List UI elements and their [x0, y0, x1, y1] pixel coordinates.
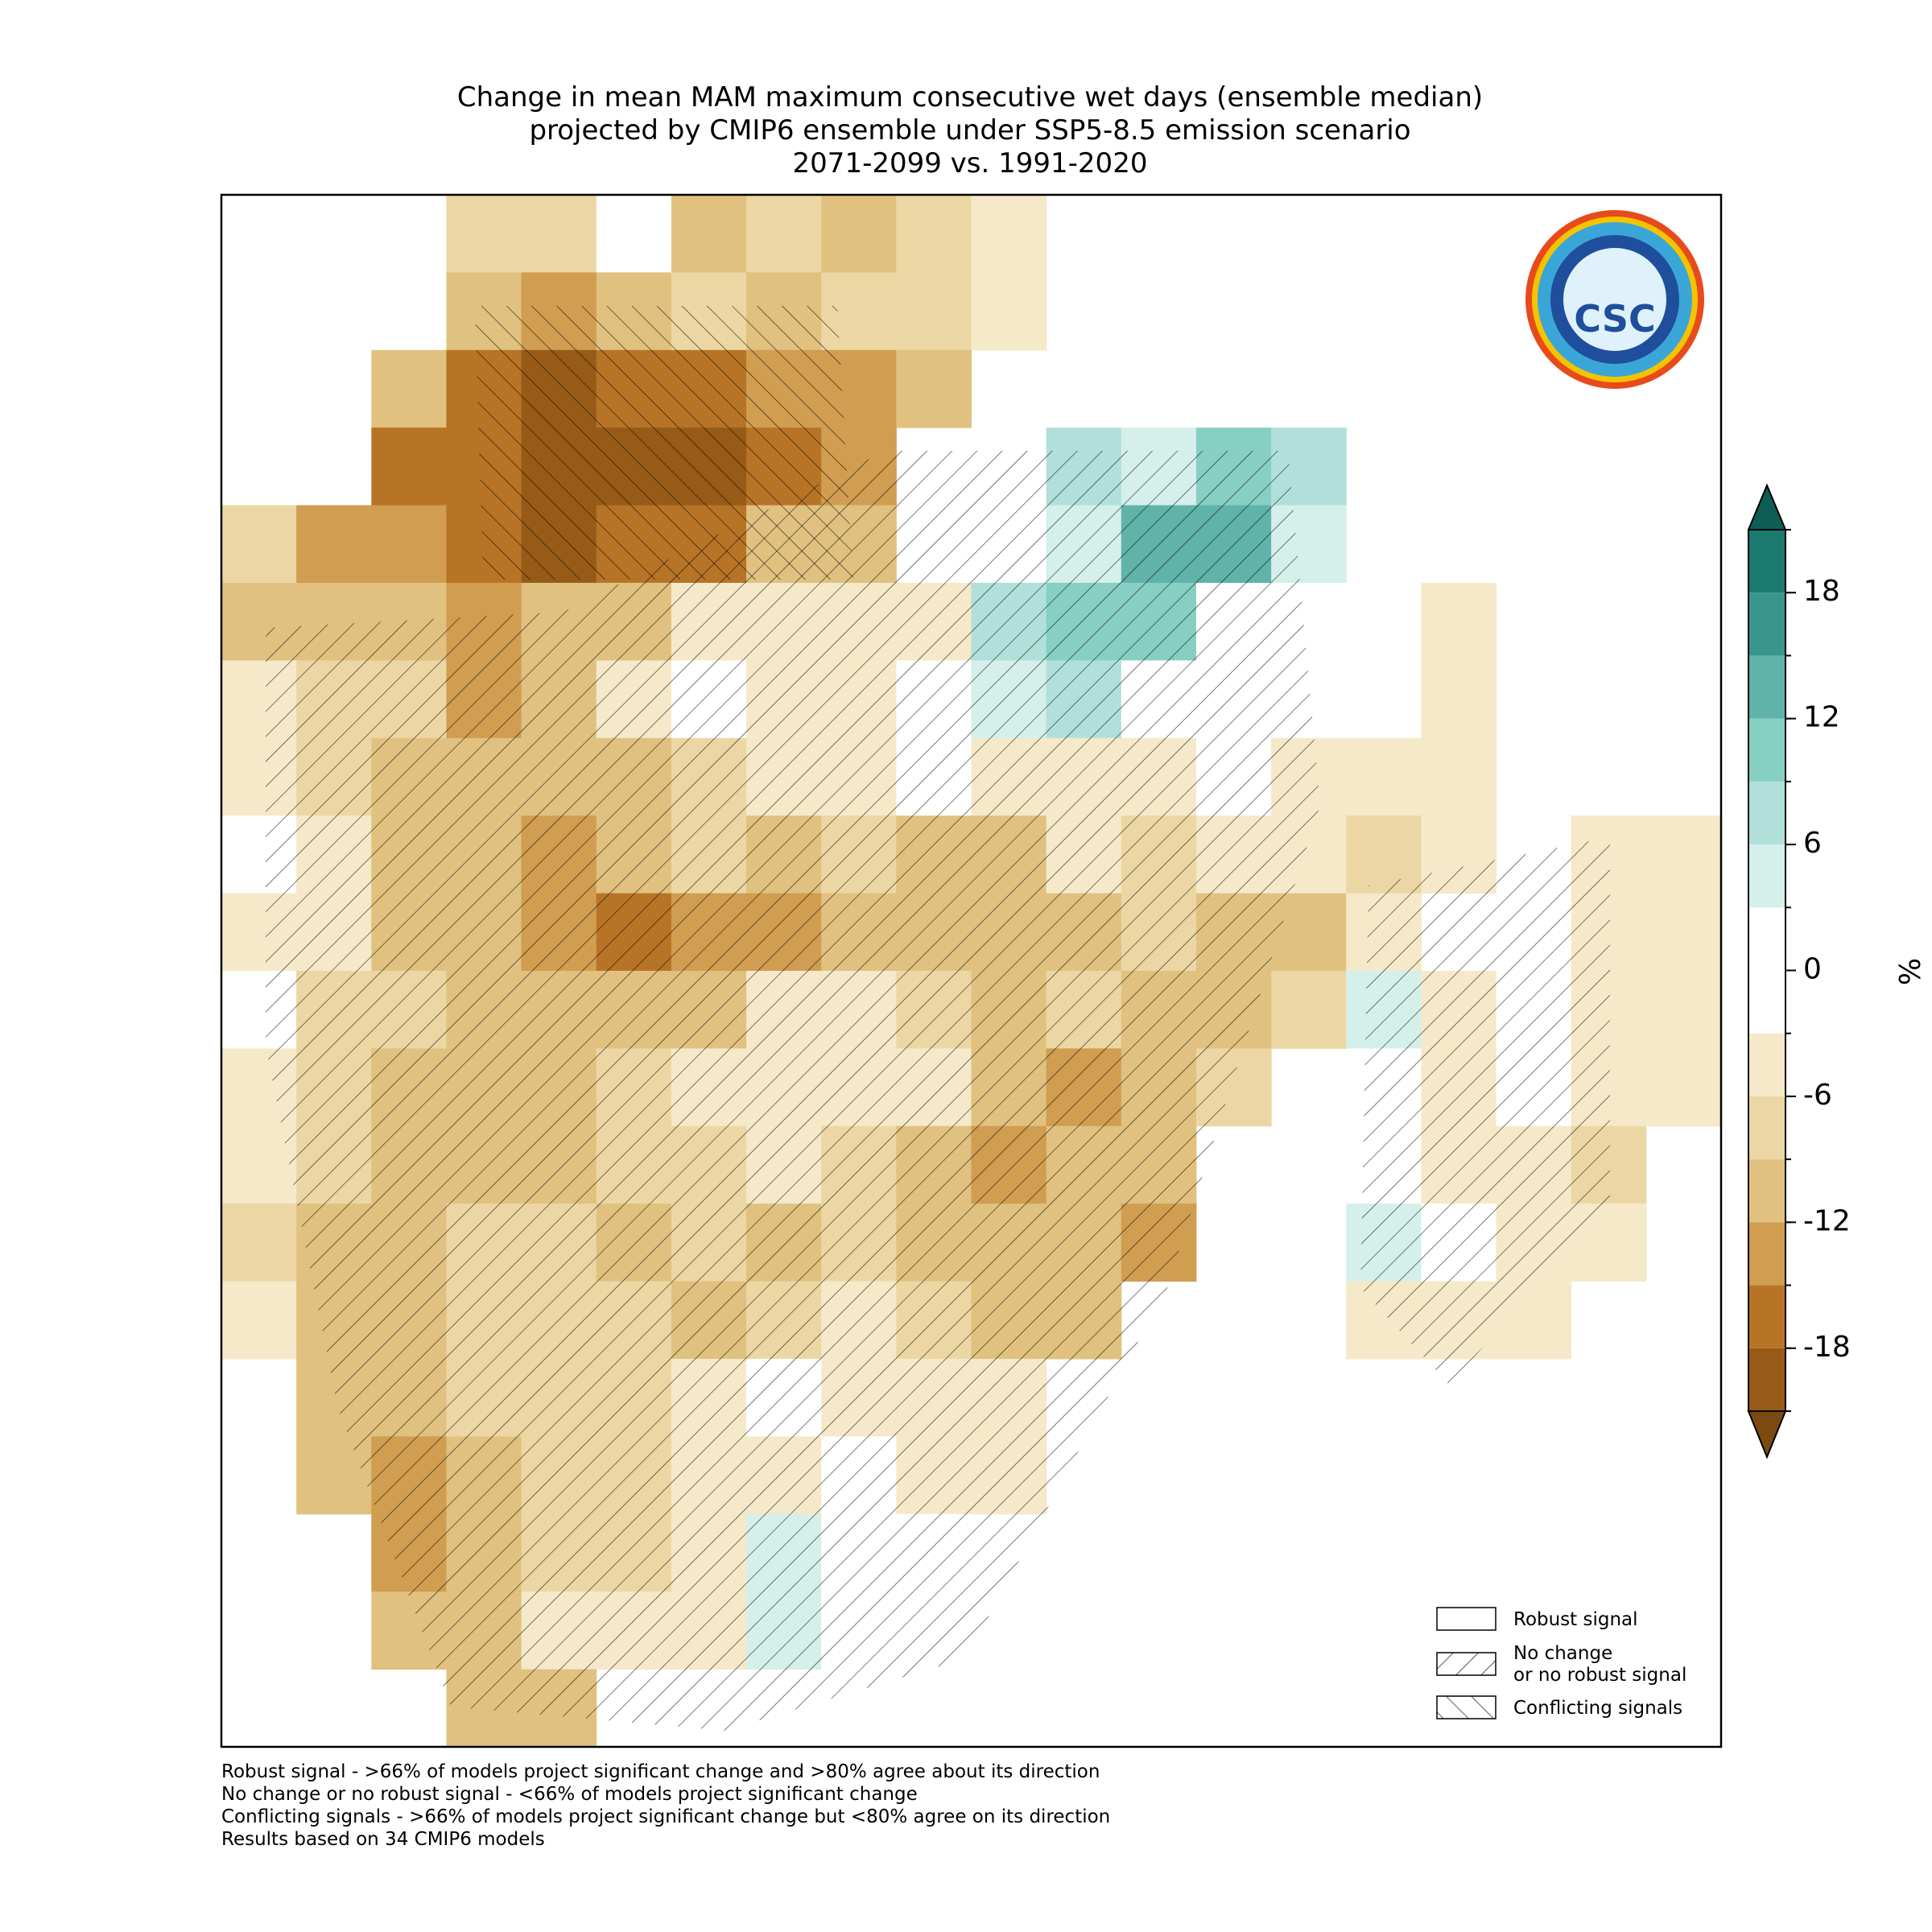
colorbar-bin [1748, 1222, 1785, 1286]
colorbar-bin [1748, 907, 1785, 971]
title-line: 2071-2099 vs. 1991-2020 [793, 147, 1148, 180]
colorbar-over [1747, 483, 1787, 530]
grid-cell [1645, 1048, 1721, 1127]
grid-cell [1421, 737, 1497, 816]
colorbar-bin [1748, 592, 1785, 656]
map-frame [220, 193, 1723, 1748]
title-line: Change in mean MAM maximum consecutive w… [457, 81, 1483, 114]
footnote: No change or no robust signal - <66% of … [221, 1784, 918, 1805]
footnote: Conflicting signals - >66% of models pro… [221, 1806, 1110, 1827]
logo: CSC [1525, 210, 1704, 389]
footnote: Robust signal - >66% of models project s… [221, 1761, 1100, 1782]
grid-cell [896, 349, 972, 428]
grid-cell [1421, 660, 1497, 739]
grid-cell [296, 505, 372, 584]
colorbar-tick-label: -18 [1803, 1331, 1851, 1364]
colorbar-label: % [1894, 958, 1927, 985]
hatching [266, 306, 1610, 1731]
grid-cell [596, 195, 672, 273]
colorbar-bin [1748, 1159, 1785, 1223]
colorbar-bin [1748, 844, 1785, 908]
grid-cell [746, 195, 822, 273]
colorbar-bin [1748, 718, 1785, 782]
grid-cell [221, 1203, 297, 1282]
colorbar-bin [1748, 1348, 1785, 1411]
colorbar-tick-label: 12 [1803, 701, 1840, 734]
colorbar-bin [1748, 1285, 1785, 1348]
colorbar-tick-label: 18 [1803, 575, 1840, 608]
grid-cell [221, 505, 297, 584]
legend-label: Conflicting signals [1513, 1698, 1682, 1719]
colorbar-tick-label: -12 [1803, 1204, 1851, 1237]
footnotes: Robust signal - >66% of models project s… [221, 1761, 1110, 1850]
grid-cell [821, 195, 897, 273]
svg-text:CSC: CSC [1574, 297, 1656, 341]
grid-cell [371, 505, 447, 584]
grid-cell [1645, 971, 1721, 1049]
grid-cell [971, 272, 1047, 351]
colorbar-tick-label: 6 [1803, 827, 1822, 860]
title-line: projected by CMIP6 ensemble under SSP5-8… [529, 114, 1410, 147]
footnote: Results based on 34 CMIP6 models [221, 1829, 545, 1850]
grid-cell [671, 195, 747, 273]
grid-cell [371, 349, 447, 428]
colorbar-bin [1748, 1033, 1785, 1096]
grid-cell [1645, 815, 1721, 894]
legend: Robust signal No change or no robust signa… [1436, 1607, 1686, 1719]
colorbar-bin [1748, 1096, 1785, 1160]
grid-cell [221, 1281, 297, 1360]
legend-swatch [1436, 1607, 1496, 1631]
colorbar-tick-label: -6 [1803, 1079, 1832, 1112]
legend-swatch [1436, 1652, 1496, 1676]
grid-cell [521, 195, 597, 273]
colorbar-bin [1748, 970, 1785, 1034]
legend-swatch [1436, 1695, 1496, 1719]
grid-cell [1346, 737, 1422, 816]
colorbar-under [1747, 1410, 1787, 1459]
legend-label: No change or no robust signal [1513, 1643, 1686, 1686]
grid-cell [1645, 893, 1721, 972]
colorbar-bin [1748, 781, 1785, 845]
colorbar-bin [1748, 530, 1785, 593]
grid-cell [1271, 971, 1347, 1049]
grid-cell [896, 272, 972, 351]
grid-cell [1421, 583, 1497, 661]
legend-label: Robust signal [1513, 1609, 1638, 1630]
grid-cell [446, 195, 522, 273]
colorbar-bin [1748, 655, 1785, 719]
grid-cell [371, 427, 447, 506]
colorbar: -18 -12 -6 0 6 12 18% [1747, 483, 1927, 1459]
grid-cell [971, 195, 1047, 273]
colorbar-tick-label: 0 [1803, 953, 1822, 986]
grid-cell [896, 195, 972, 273]
